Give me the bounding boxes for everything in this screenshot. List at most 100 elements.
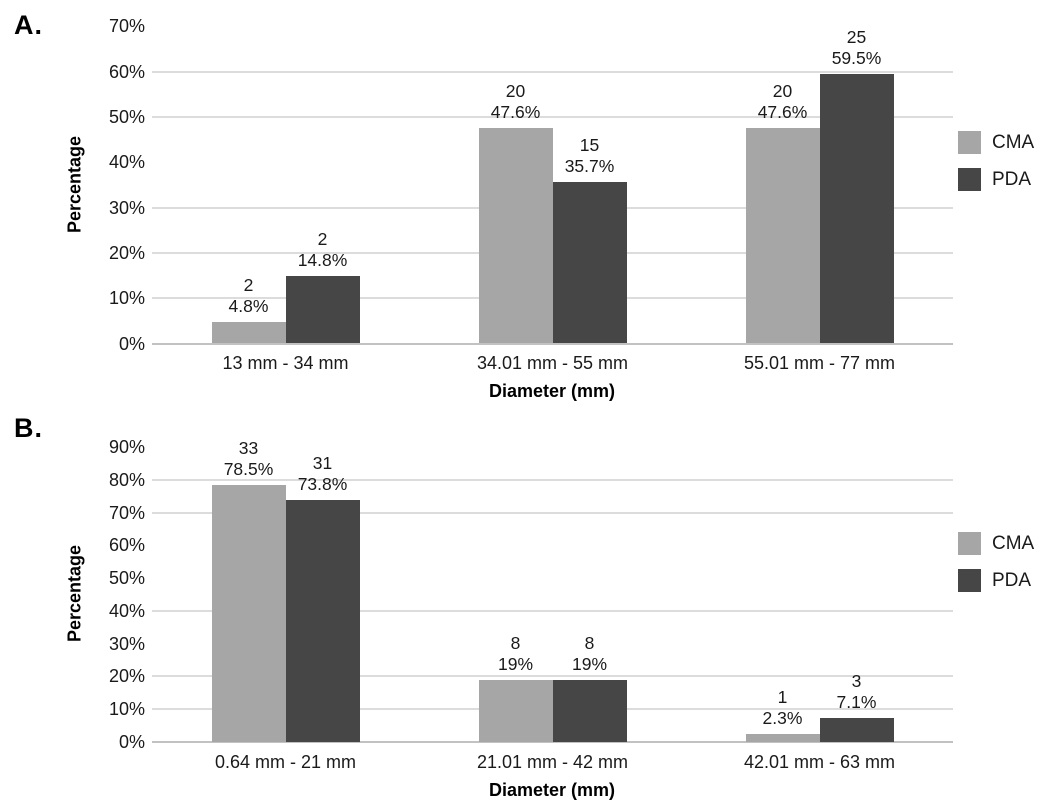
legend-label: PDA (992, 569, 1032, 591)
category-label: 42.01 mm - 63 mm (743, 752, 896, 772)
bar-pda-1 (285, 500, 360, 742)
x-axis-line (152, 740, 953, 743)
gridline (152, 609, 953, 612)
bar-count: 3 (851, 671, 862, 692)
bar-percent: 47.6% (490, 101, 541, 122)
legend-entry-cma: CMA (958, 532, 1034, 555)
y-tick-label: 60% (108, 61, 145, 82)
bar-count: 20 (772, 80, 793, 101)
bar-percent: 19% (497, 653, 534, 674)
bar-pda-2 (552, 181, 627, 344)
bar-count: 1 (777, 687, 788, 708)
bar-count: 33 (238, 437, 259, 458)
bar-percent: 4.8% (228, 295, 269, 316)
y-tick-label: 10% (108, 698, 145, 719)
bar-pda-2 (552, 679, 627, 742)
bar-cma-2 (478, 679, 553, 742)
category-label: 55.01 mm - 77 mm (743, 353, 896, 373)
bar-count: 8 (510, 632, 521, 653)
cma-swatch (958, 532, 981, 555)
y-tick-label: 60% (108, 535, 145, 556)
bar-percent: 78.5% (223, 458, 274, 479)
bar-value-label: 33 78.5% (184, 438, 314, 480)
legend-entry-pda: PDA (958, 168, 1034, 191)
y-tick-label: 20% (108, 242, 145, 263)
bar-percent: 59.5% (831, 48, 882, 69)
bar-value-label: 20 47.6% (718, 81, 848, 123)
category-label: 34.01 mm - 55 mm (476, 353, 629, 373)
panel-a-label: A. (14, 10, 43, 40)
y-tick-label: 20% (108, 666, 145, 687)
bar-cma-3 (745, 127, 820, 344)
pda-swatch (958, 569, 981, 592)
y-tick-label: 80% (108, 469, 145, 490)
bar-pda-3 (819, 718, 894, 742)
bar-value-label: 3 7.1% (792, 671, 922, 713)
bar-value-label: 2 14.8% (258, 229, 388, 271)
bar-percent: 35.7% (564, 155, 615, 176)
bar-value-label: 31 73.8% (258, 453, 388, 495)
category-label: 13 mm - 34 mm (222, 353, 349, 373)
gridline (152, 116, 953, 119)
x-axis-line (152, 342, 953, 345)
panel-a-x-axis-title: Diameter (mm) (488, 381, 616, 401)
bar-percent: 7.1% (836, 692, 877, 713)
bar-count: 25 (846, 27, 867, 48)
category-label: 0.64 mm - 21 mm (214, 752, 357, 772)
panel-a: A. Percentage 70% 60% 50% 40% 30% 20% 10% 0% 2 4.… (14, 10, 1034, 401)
bar-value-label: 1 2.3% (718, 687, 848, 729)
y-tick-label: 0% (118, 731, 145, 752)
bar-cma-2 (478, 127, 553, 344)
bar-percent: 47.6% (757, 101, 808, 122)
bar-cma-3 (745, 734, 820, 742)
bar-count: 20 (505, 80, 526, 101)
bar-value-label: 8 19% (451, 633, 581, 675)
gridline (152, 675, 953, 678)
bar-pda-1 (285, 276, 360, 344)
gridline (152, 70, 953, 73)
gridline (152, 478, 953, 481)
panel-b-legend: CMA PDA (958, 532, 1034, 606)
bar-value-label: 25 59.5% (792, 27, 922, 69)
bar-cma-1 (211, 484, 286, 742)
bar-cma-1 (211, 321, 286, 344)
bar-pda-3 (819, 74, 894, 344)
y-tick-label: 10% (108, 288, 145, 309)
bar-count: 8 (584, 632, 595, 653)
panel-b-label: B. (14, 413, 43, 443)
bar-count: 31 (312, 453, 333, 474)
y-tick-label: 70% (108, 502, 145, 523)
cma-swatch (958, 131, 981, 154)
y-tick-label: 50% (108, 568, 145, 589)
panel-b: B. Percentage 90% 80% 70% 60% 50% 40% 30% 20% 10… (0, 405, 1050, 810)
gridline (152, 511, 953, 514)
bar-value-label: 2 4.8% (184, 275, 314, 317)
bar-percent: 2.3% (762, 708, 803, 729)
bar-count: 2 (243, 274, 254, 295)
y-tick-label: 30% (108, 197, 145, 218)
bar-value-label: 8 19% (525, 633, 655, 675)
bar-value-label: 20 47.6% (451, 81, 581, 123)
legend-label: CMA (992, 131, 1035, 153)
bar-percent: 14.8% (297, 250, 348, 271)
panel-b-x-axis-title: Diameter (mm) (488, 780, 616, 800)
category-label: 21.01 mm - 42 mm (476, 752, 629, 772)
pda-swatch (958, 168, 981, 191)
y-tick-label: 90% (108, 437, 145, 458)
bar-count: 15 (579, 134, 600, 155)
bar-percent: 73.8% (297, 474, 348, 495)
y-tick-label: 0% (118, 333, 145, 354)
legend-label: PDA (992, 168, 1032, 190)
bar-percent: 19% (571, 653, 608, 674)
y-tick-label: 30% (108, 633, 145, 654)
legend-label: CMA (992, 532, 1035, 554)
panel-a-legend: CMA PDA (958, 131, 1034, 205)
legend-entry-cma: CMA (958, 131, 1034, 154)
bar-count: 2 (317, 229, 328, 250)
y-tick-label: 70% (108, 16, 145, 37)
y-tick-label: 40% (108, 152, 145, 173)
y-tick-label: 50% (108, 107, 145, 128)
bar-value-label: 15 35.7% (525, 135, 655, 177)
legend-entry-pda: PDA (958, 569, 1034, 592)
